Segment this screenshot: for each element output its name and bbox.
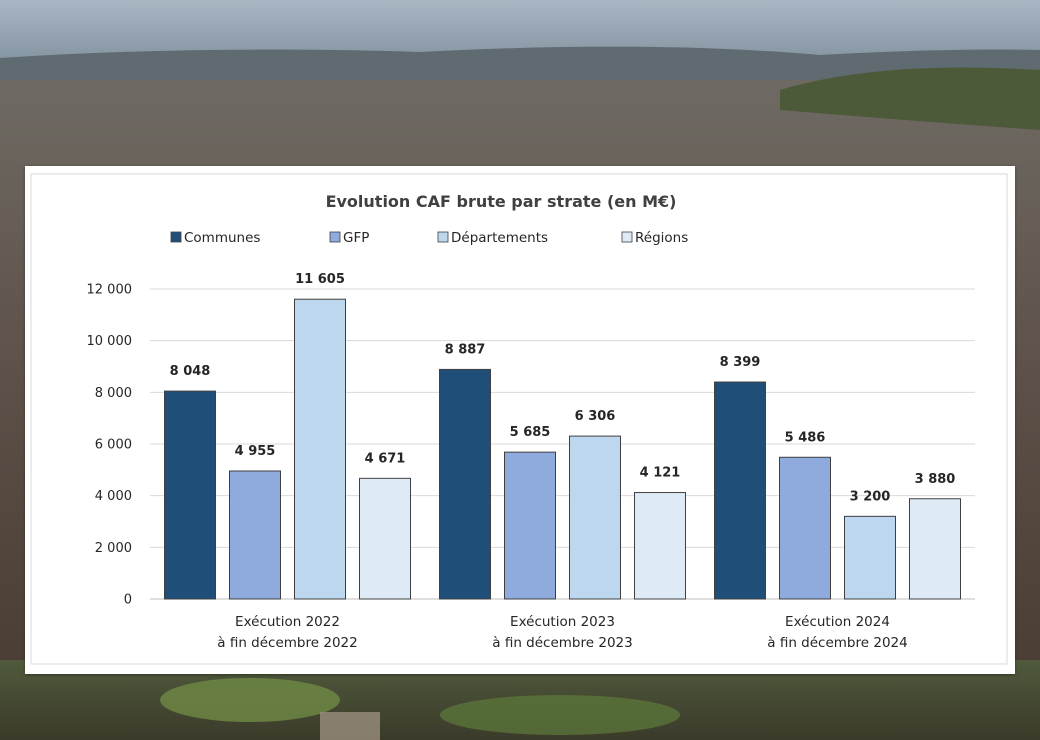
data-label: 5 685 [510,425,551,440]
legend-swatch-gfp [329,231,341,243]
bar-communes [439,368,491,600]
data-label: 5 486 [785,430,826,445]
bar-gfp [229,470,281,600]
legend-label: GFP [343,230,369,246]
bar-regions [909,498,961,600]
data-label: 8 048 [170,364,211,379]
legend-swatch-communes [170,231,182,243]
bar-communes [714,381,766,600]
value-labels: 8 048 4 955 11 605 4 671 8 887 5 685 6 306 4 12… [170,272,956,504]
x-axis: Exécution 2022 à fin décembre 2022 Exécuti… [217,614,907,651]
bar-chart: Evolution CAF brute par strate (en M€) C… [30,173,1008,665]
bar-departements [844,515,896,600]
legend-label: Régions [635,230,688,246]
y-tick-label: 10 000 [87,334,133,349]
bar-departements [294,298,346,600]
data-label: 8 399 [720,355,761,370]
legend-label: Communes [184,230,260,246]
x-category-label: à fin décembre 2022 [217,635,357,651]
y-tick-label: 2 000 [95,541,132,556]
legend-label: Départements [451,230,548,246]
bar-gfp [504,451,556,600]
x-category-label: Exécution 2024 [785,614,890,630]
bar-regions [359,477,411,600]
y-tick-label: 4 000 [95,489,132,504]
data-label: 4 955 [235,444,276,459]
data-label: 8 887 [445,342,486,357]
y-axis: 0 2 000 4 000 6 000 8 000 10 000 12 000 [87,283,133,608]
data-label: 4 121 [640,466,681,481]
bar-communes [164,390,216,600]
x-category-label: à fin décembre 2024 [767,635,907,651]
data-label: 11 605 [295,272,345,287]
legend-swatch-regions [621,231,633,243]
legend: Communes GFP Départements Régions [170,230,688,246]
y-tick-label: 12 000 [87,283,133,298]
y-tick-label: 6 000 [95,438,132,453]
bar-regions [634,492,686,600]
x-category-label: Exécution 2022 [235,614,340,630]
gridlines [150,288,975,600]
y-tick-label: 0 [124,593,132,608]
data-label: 3 200 [850,489,891,504]
bar-gfp [779,456,831,600]
data-label: 3 880 [915,472,956,487]
legend-swatch-departements [437,231,449,243]
chart-panel: Evolution CAF brute par strate (en M€) C… [25,166,1015,674]
chart-title: Evolution CAF brute par strate (en M€) [326,192,677,211]
x-category-label: Exécution 2023 [510,614,615,630]
x-category-label: à fin décembre 2023 [492,635,632,651]
bar-departements [569,435,621,600]
data-label: 4 671 [365,451,406,466]
data-label: 6 306 [575,409,616,424]
bars [164,298,961,600]
y-tick-label: 8 000 [95,386,132,401]
